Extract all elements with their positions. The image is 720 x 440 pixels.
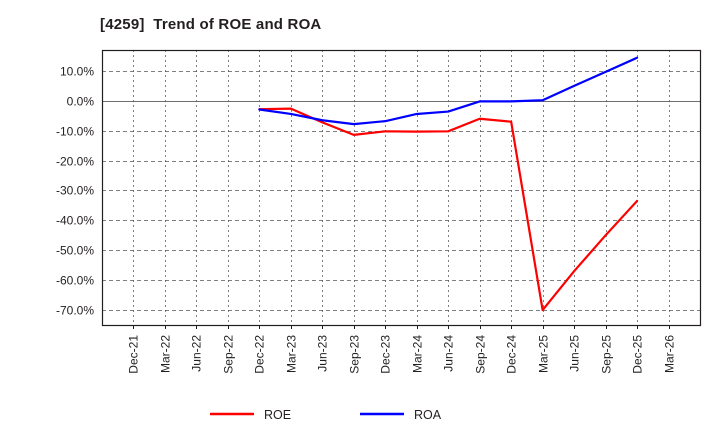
x-axis-tick-label: Dec-21 <box>127 335 141 374</box>
plot-frame <box>101 49 702 329</box>
chart-title: [4259] Trend of ROE and ROA <box>100 16 322 33</box>
y-axis-tick-label: -20.0% <box>56 155 94 169</box>
x-axis-tick-label: Jun-22 <box>190 335 204 372</box>
x-axis-tick-label: Dec-25 <box>631 335 645 374</box>
y-axis-tick-label: -70.0% <box>56 304 94 318</box>
x-axis-tick-label: Dec-24 <box>505 335 519 374</box>
gridlines <box>102 50 700 325</box>
x-axis-tick-label: Dec-23 <box>379 335 393 374</box>
x-axis-tick-label: Mar-25 <box>537 335 551 373</box>
chart-legend: ROE ROA <box>210 408 442 422</box>
legend-label-roe: ROE <box>264 408 291 422</box>
y-axis-tick-label: -30.0% <box>56 184 94 198</box>
y-axis-labels: 10.0% 0.0% -10.0% -20.0% -30.0% -40.0% -50.0% -… <box>56 65 94 318</box>
y-axis-tick-label: -10.0% <box>56 125 94 139</box>
x-axis-tick-label: Sep-24 <box>474 335 488 374</box>
x-axis-tick-label: Sep-23 <box>348 335 362 374</box>
x-axis-tick-label: Jun-25 <box>568 335 582 372</box>
y-axis-tick-label: -60.0% <box>56 274 94 288</box>
x-axis-tick-label: Sep-22 <box>222 335 236 374</box>
y-axis-tick-label: 10.0% <box>60 65 94 79</box>
x-axis-tick-label: Mar-26 <box>663 335 677 373</box>
x-axis-tick-label: Jun-24 <box>442 335 456 372</box>
x-axis-tick-label: Mar-24 <box>411 335 425 373</box>
data-series <box>258 56 639 312</box>
x-axis-tick-label: Dec-22 <box>253 335 267 374</box>
legend-label-roa: ROA <box>414 408 442 422</box>
y-axis-tick-label: -40.0% <box>56 214 94 228</box>
x-axis-tick-label: Sep-25 <box>600 335 614 374</box>
y-axis-tick-label: 0.0% <box>67 95 95 109</box>
series-line-roa <box>258 56 639 126</box>
x-axis-tick-label: Jun-23 <box>316 335 330 372</box>
x-axis-tick-label: Mar-23 <box>285 335 299 373</box>
x-axis-tick-label: Mar-22 <box>159 335 173 373</box>
x-axis-labels: Dec-21 Mar-22 Jun-22 Sep-22 Dec-22 Mar-23 Jun-… <box>127 335 677 374</box>
series-line-roe <box>258 107 639 312</box>
y-axis-tick-label: -50.0% <box>56 244 94 258</box>
